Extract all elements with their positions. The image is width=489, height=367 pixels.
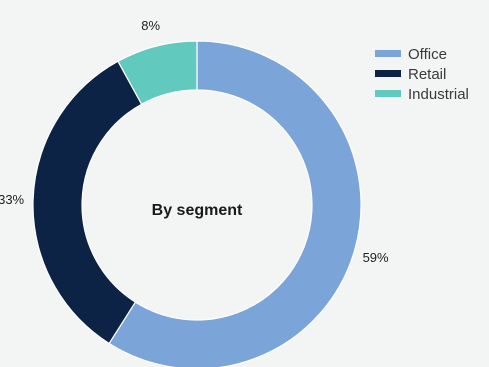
legend-label-office: Office: [408, 46, 447, 63]
center-label: By segment: [152, 202, 243, 219]
slice-label-retail: 33%: [0, 192, 25, 207]
legend-swatch-industrial: [375, 90, 401, 97]
slice-retail: [32, 60, 143, 345]
legend-label-retail: Retail: [408, 66, 446, 83]
legend: Office Retail Industrial: [375, 46, 469, 103]
donut-slices: [32, 40, 362, 367]
slice-value-labels: 59% 33% 8%: [0, 18, 389, 265]
slice-label-industrial: 8%: [141, 18, 160, 33]
slice-industrial: [117, 40, 198, 106]
slice-office: [108, 40, 362, 367]
slice-label-office: 59%: [363, 250, 389, 265]
legend-swatch-retail: [375, 70, 401, 77]
legend-swatch-office: [375, 50, 401, 57]
legend-label-industrial: Industrial: [408, 86, 469, 103]
